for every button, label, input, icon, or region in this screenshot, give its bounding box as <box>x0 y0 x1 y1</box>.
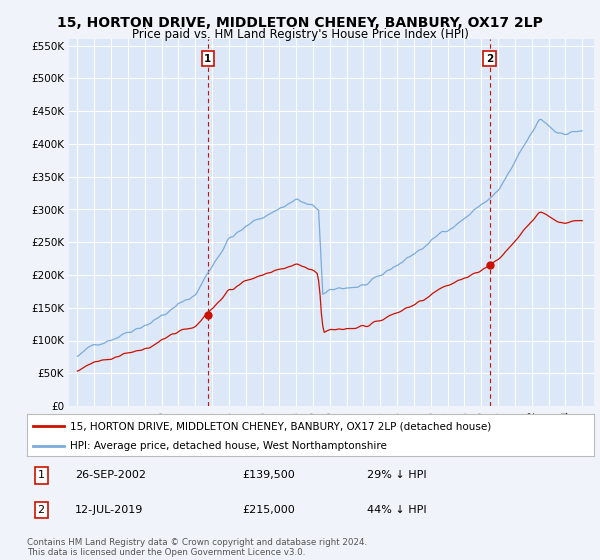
Text: 26-SEP-2002: 26-SEP-2002 <box>75 470 146 480</box>
Text: £139,500: £139,500 <box>242 470 295 480</box>
Text: 2: 2 <box>38 505 45 515</box>
Text: 44% ↓ HPI: 44% ↓ HPI <box>367 505 427 515</box>
Text: £215,000: £215,000 <box>242 505 295 515</box>
Text: 15, HORTON DRIVE, MIDDLETON CHENEY, BANBURY, OX17 2LP: 15, HORTON DRIVE, MIDDLETON CHENEY, BANB… <box>57 16 543 30</box>
Text: Contains HM Land Registry data © Crown copyright and database right 2024.
This d: Contains HM Land Registry data © Crown c… <box>27 538 367 557</box>
Text: 1: 1 <box>204 54 211 64</box>
Text: 2: 2 <box>486 54 493 64</box>
Text: 12-JUL-2019: 12-JUL-2019 <box>75 505 143 515</box>
Text: 15, HORTON DRIVE, MIDDLETON CHENEY, BANBURY, OX17 2LP (detached house): 15, HORTON DRIVE, MIDDLETON CHENEY, BANB… <box>70 421 491 431</box>
Text: 1: 1 <box>38 470 44 480</box>
Text: Price paid vs. HM Land Registry's House Price Index (HPI): Price paid vs. HM Land Registry's House … <box>131 28 469 41</box>
Text: HPI: Average price, detached house, West Northamptonshire: HPI: Average price, detached house, West… <box>70 441 386 451</box>
Text: 29% ↓ HPI: 29% ↓ HPI <box>367 470 427 480</box>
